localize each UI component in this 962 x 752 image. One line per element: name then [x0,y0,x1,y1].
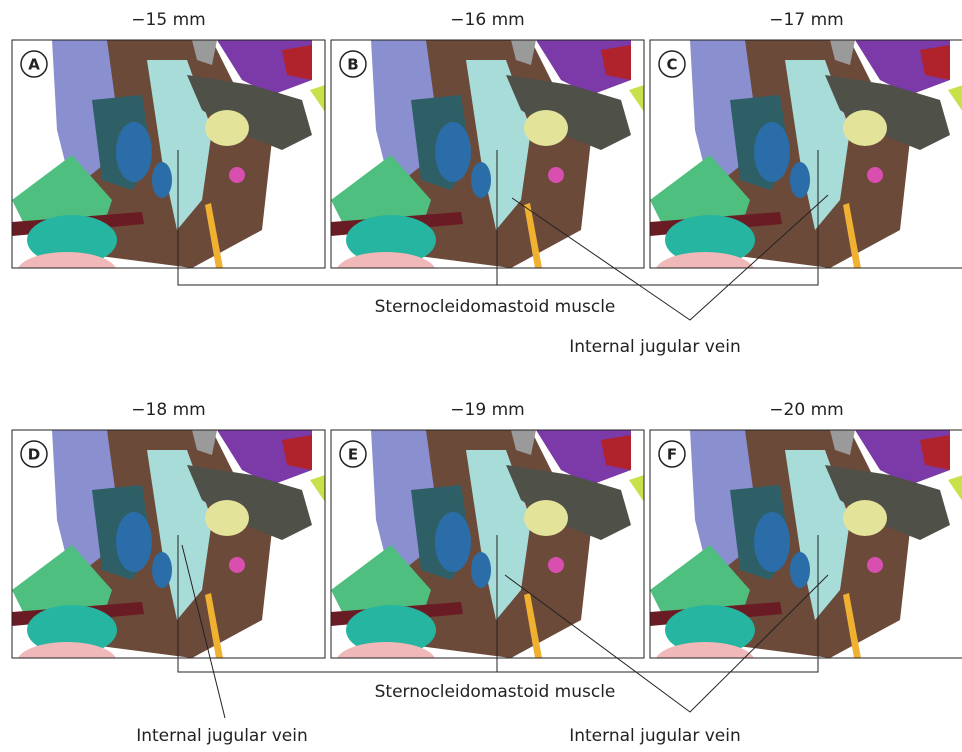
panel-image [12,40,325,292]
tissue-region [471,552,491,588]
tissue-region [229,167,245,183]
tissue-region [790,552,810,588]
tissue-region [336,642,436,682]
panel-depth: −20 mm [769,400,843,420]
tissue-region [471,162,491,198]
tissue-region [435,122,471,182]
panel-depth: −18 mm [131,400,205,420]
annotation: Internal jugular vein [569,726,741,746]
annotation: Internal jugular vein [569,337,741,357]
image-panel: F −20 mm [650,400,962,682]
tissue-region [754,122,790,182]
panel-letter: C [666,56,677,74]
tissue-region [205,500,249,536]
tissue-region [229,557,245,573]
panel-depth: −15 mm [131,10,205,30]
tissue-region [655,252,755,292]
tissue-region [524,110,568,146]
panel-image [650,40,962,292]
tissue-region [867,167,883,183]
tissue-region [152,552,172,588]
tissue-region [843,110,887,146]
panel-letter: A [28,56,40,74]
panel-grid: A −15 mm B −16 mm C −17 mm D −18 mm E −19 mm F −20 … [12,10,962,682]
panel-image [331,40,644,292]
panel-letter: F [667,446,677,464]
image-panel: C −17 mm [650,10,962,292]
tissue-region [548,557,564,573]
tissue-region [116,512,152,572]
image-panel: E −19 mm [331,400,644,682]
tissue-region [843,500,887,536]
panel-letter: D [28,446,40,464]
panel-depth: −16 mm [450,10,524,30]
panel-letter: E [348,446,358,464]
annotation: Internal jugular vein [136,726,308,746]
image-panel: D −18 mm [12,400,325,682]
panel-image [12,430,325,682]
tissue-region [116,122,152,182]
figure: A −15 mm B −16 mm C −17 mm D −18 mm E −19 mm F −20 … [0,0,962,752]
image-panel: B −16 mm [331,10,644,292]
tissue-region [17,642,117,682]
tissue-region [867,557,883,573]
panel-letter: B [347,56,358,74]
tissue-region [205,110,249,146]
tissue-region [790,162,810,198]
tissue-region [754,512,790,572]
panel-depth: −19 mm [450,400,524,420]
panel-image [650,430,962,682]
annotation: Sternocleidomastoid muscle [375,297,616,317]
panel-image [331,430,644,682]
tissue-region [548,167,564,183]
panel-depth: −17 mm [769,10,843,30]
tissue-region [435,512,471,572]
annotation: Sternocleidomastoid muscle [375,682,616,702]
tissue-region [152,162,172,198]
image-panel: A −15 mm [12,10,325,292]
tissue-region [17,252,117,292]
tissue-region [524,500,568,536]
tissue-region [336,252,436,292]
